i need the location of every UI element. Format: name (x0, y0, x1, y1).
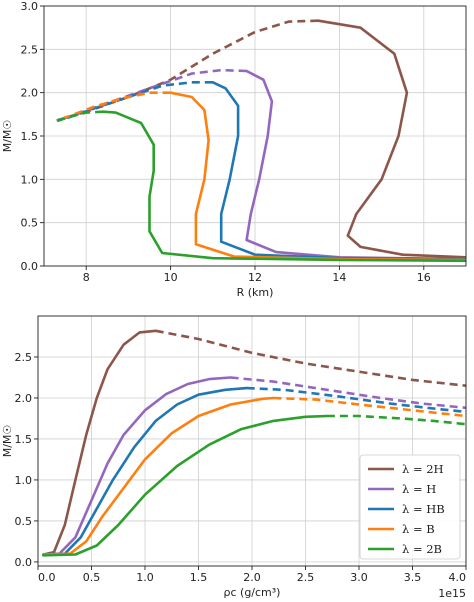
series-line-b-stable (42, 396, 275, 556)
series-line-2h-stable (317, 19, 466, 259)
series-line-2b-stable (42, 414, 329, 557)
series-line-b-unstable (273, 396, 466, 418)
series-line-2b-unstable (56, 110, 104, 123)
x-tick-label: 10 (164, 271, 178, 284)
x-tick-label: 3.5 (404, 571, 422, 584)
x-tick-label: 0.5 (83, 571, 101, 584)
series-line-2h-unstable (155, 329, 466, 387)
x-tick-label: 12 (248, 271, 262, 284)
y-tick-label: 0.0 (15, 556, 33, 569)
series-line-h-stable (245, 69, 466, 261)
y-axis-label: M/M☉ (1, 425, 14, 458)
x-axis-label: ρc (g/cm³) (224, 586, 281, 599)
series-line-h-unstable (230, 376, 466, 410)
legend: λ = 2H λ = H λ = HB λ = B λ = 2B (359, 454, 461, 560)
x-tick-label: 16 (417, 271, 431, 284)
y-tick-label: 1.0 (15, 474, 33, 487)
mass-radius-plot: 8 10 12 14 16 0.0 0.5 1.0 1.5 2.0 2.5 3.0 R (km) M/M☉ (1, 0, 467, 299)
series-line-2b-stable (101, 110, 466, 263)
x-tick-label: 2.5 (297, 571, 315, 584)
legend-label-2b: λ = 2B (402, 542, 442, 556)
y-axis-label: M/M☉ (1, 120, 14, 153)
series-line-hb-stable (42, 386, 248, 556)
x-axis-exponent: 1e15 (438, 587, 466, 600)
series-line-hb-unstable (246, 386, 466, 414)
x-tick-label: 2.0 (243, 571, 261, 584)
y-tick-label: 1.5 (15, 433, 33, 446)
series-line-h-stable (42, 376, 232, 556)
series-line-2h-unstable (56, 19, 319, 122)
legend-label-hb: λ = HB (402, 502, 445, 516)
legend-label-b: λ = B (402, 522, 435, 536)
y-tick-label: 1.0 (21, 173, 39, 186)
legend-box (359, 454, 461, 560)
legend-label-h: λ = H (402, 482, 436, 496)
x-tick-label: 8 (83, 271, 90, 284)
legend-label-2h: λ = 2H (402, 462, 444, 476)
series-line-2h-stable (42, 329, 157, 556)
x-tick-label: 1.5 (190, 571, 208, 584)
y-tick-label: 2.0 (21, 87, 39, 100)
series-line-b-stable (169, 91, 466, 262)
x-tick-label: 3.0 (350, 571, 368, 584)
y-tick-label: 0.5 (21, 217, 39, 230)
y-tick-label: 3.0 (21, 0, 39, 13)
y-tick-label: 2.5 (21, 43, 39, 56)
series-group (42, 329, 466, 557)
x-tick-label: 14 (332, 271, 346, 284)
series-group (56, 19, 466, 263)
x-axis-label: R (km) (237, 286, 274, 299)
x-tick-label: 4.0 (449, 571, 467, 584)
y-tick-label: 2.0 (15, 392, 33, 405)
series-line-hb-stable (211, 81, 466, 261)
mass-density-plot: 0.0 0.5 1.0 1.5 2.0 2.5 3.0 3.5 4.0 0.0 0.5 1.0 1.5 2… (1, 315, 467, 600)
y-tick-label: 2.5 (15, 351, 33, 364)
gridlines (44, 5, 466, 267)
x-tick-label: 0.0 (38, 571, 56, 584)
series-line-2b-unstable (326, 414, 466, 426)
x-tick-label: 1.0 (136, 571, 154, 584)
y-tick-label: 0.0 (21, 260, 39, 273)
series-line-b-unstable (56, 91, 171, 122)
y-tick-label: 1.5 (21, 130, 39, 143)
y-tick-label: 0.5 (15, 515, 33, 528)
